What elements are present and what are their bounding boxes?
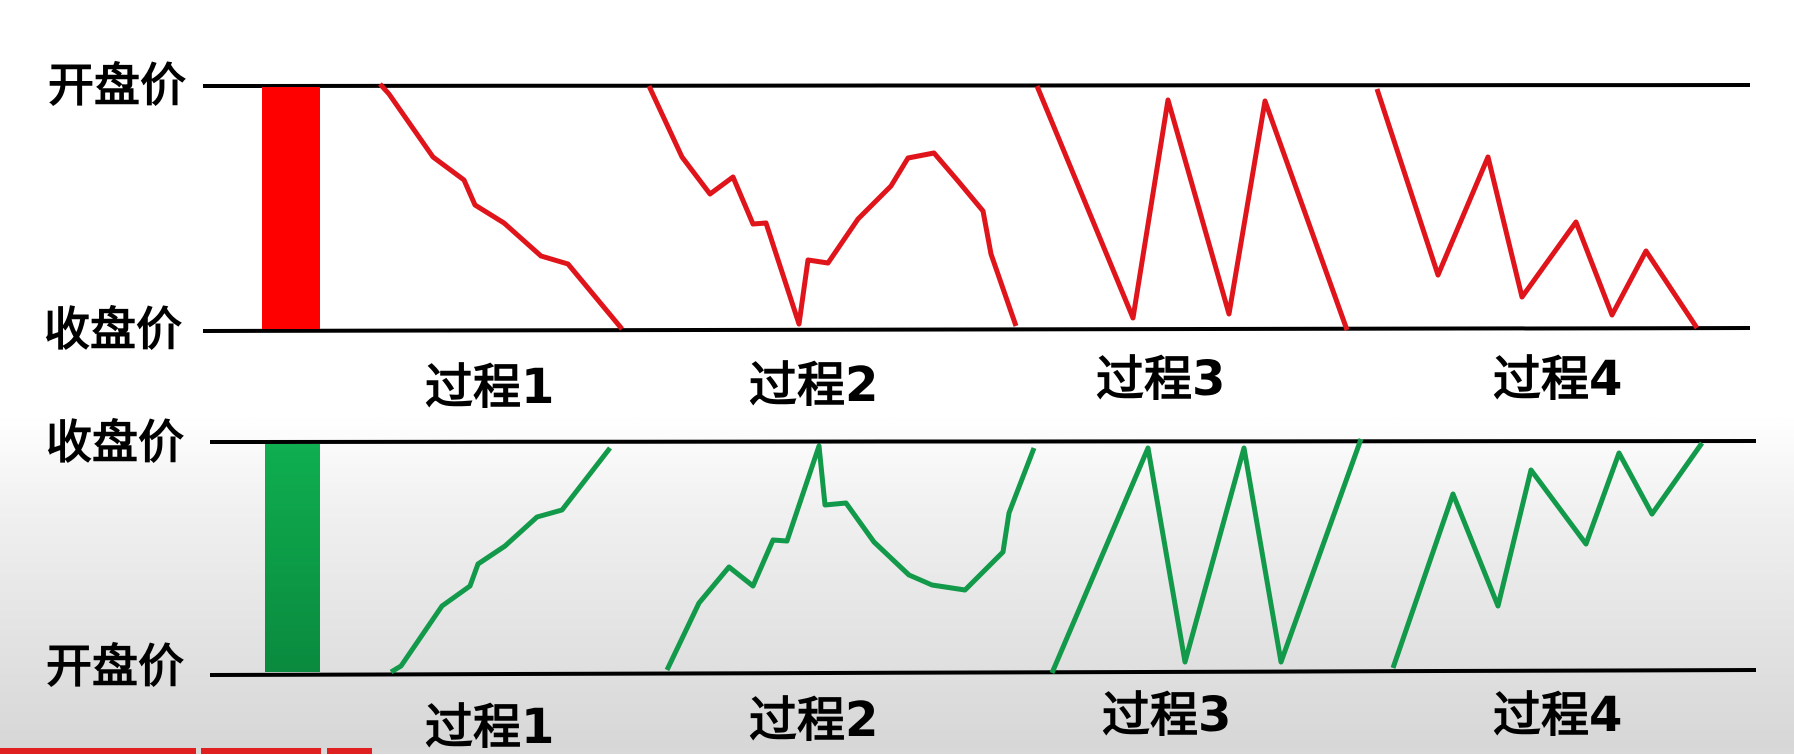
video-progress-bar[interactable]	[0, 748, 1794, 754]
progress-buffered	[0, 748, 1794, 754]
bottom-process4-line	[1390, 441, 1705, 669]
top-process1-label: 过程1	[425, 359, 555, 415]
top-process4-label: 过程4	[1493, 351, 1623, 407]
top-close-price-label: 收盘价	[44, 302, 182, 356]
green-candle-body	[265, 444, 320, 672]
bottom-process2-line	[664, 443, 1037, 672]
top-process4-line	[1374, 88, 1700, 330]
top-open-line	[202, 83, 1751, 88]
bottom-process1-label: 过程1	[425, 699, 555, 755]
bottom-process4-label: 过程4	[1493, 687, 1623, 743]
top-open-price-label: 开盘价	[48, 58, 186, 112]
top-process3-line	[1034, 85, 1350, 331]
bottom-process3-label: 过程3	[1102, 687, 1232, 743]
progress-played-segment-2	[201, 748, 321, 754]
top-process3-label: 过程3	[1096, 351, 1226, 407]
top-process2-line	[646, 84, 1019, 327]
bottom-open-price-label: 开盘价	[46, 639, 184, 693]
top-process2-label: 过程2	[749, 357, 879, 413]
top-close-line	[202, 326, 1751, 333]
progress-played-segment-3	[327, 748, 372, 754]
bottom-close-price-label: 收盘价	[46, 415, 184, 469]
bottom-process1-line	[389, 446, 612, 675]
red-candle-body	[262, 87, 320, 329]
progress-played-segment-1	[0, 748, 196, 754]
bottom-process3-line	[1049, 438, 1364, 674]
top-process1-line	[378, 82, 624, 331]
bottom-open-line	[209, 668, 1757, 677]
bottom-process2-label: 过程2	[749, 692, 879, 748]
bottom-close-line	[209, 439, 1757, 444]
